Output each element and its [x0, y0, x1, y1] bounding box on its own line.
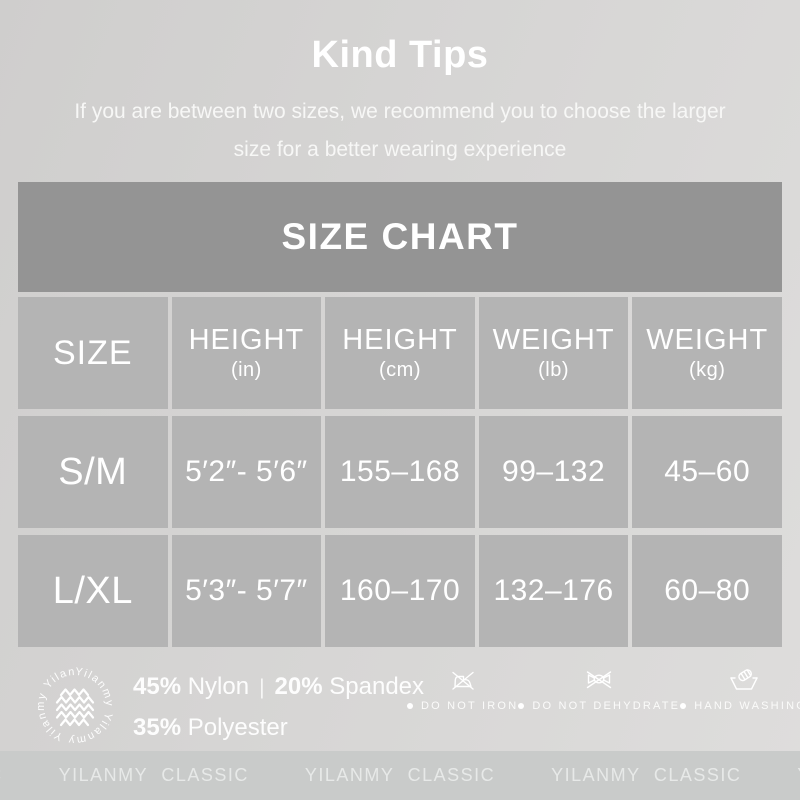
material-name: Polyester	[187, 714, 288, 741]
material-pct: 35%	[133, 714, 182, 741]
column-unit: (kg)	[688, 359, 726, 381]
care-instructions: DO NOT IRON DO NOT DEHYDRATE	[407, 666, 800, 712]
care-label-text: HAND WASHING	[694, 700, 800, 712]
row-lxl-size-cell: L/XL	[18, 535, 168, 647]
bullet-dot	[407, 703, 413, 709]
care-item-do-not-iron: DO NOT IRON	[407, 666, 518, 712]
bullet-dot	[680, 703, 687, 709]
row-lxl-height-cm-cell: 160–170	[325, 535, 475, 647]
do-not-dehydrate-icon	[584, 666, 614, 692]
column-label: HEIGHT	[188, 324, 305, 356]
bullet-dot	[518, 703, 525, 709]
brand-strip-text: YILANMY CLASSIC	[0, 765, 3, 786]
hand-washing-icon	[729, 666, 759, 692]
size-chart-banner: SIZE CHART	[18, 182, 782, 292]
material-name: Spandex	[329, 673, 425, 700]
page-title: Kind Tips	[311, 34, 489, 76]
column-label: SIZE	[53, 333, 133, 372]
care-item-do-not-dehydrate: DO NOT DEHYDRATE	[518, 666, 680, 712]
materials-line-2: 35% Polyester	[133, 713, 424, 743]
header-cell-height-in: HEIGHT (in)	[171, 297, 322, 409]
care-label: DO NOT DEHYDRATE	[518, 700, 680, 712]
care-label-text: DO NOT IRON	[421, 700, 519, 712]
header-cell-size: SIZE	[18, 297, 168, 409]
material-separator: |	[259, 676, 265, 699]
header-cell-weight-kg: WEIGHT (kg)	[632, 297, 782, 409]
row-sm-weight-kg-cell: 45–60	[632, 416, 782, 528]
row-lxl-weight-lb-cell: 132–176	[478, 535, 629, 647]
size-chart-banner-title: SIZE CHART	[281, 216, 519, 257]
brand-strip-text: YILANMY CLASSIC	[58, 765, 249, 785]
care-label: DO NOT IRON	[407, 700, 518, 712]
height-cm-value: 155–168	[339, 455, 461, 488]
row-sm-height-in-cell: 5′2″- 5′6″	[171, 416, 322, 528]
subtitle-line-1: If you are between two sizes, we recomme…	[74, 100, 726, 123]
subtitle-line-2: size for a better wearing experience	[233, 138, 567, 161]
material-name: Nylon	[187, 673, 250, 700]
care-label: HAND WASHING	[680, 700, 800, 712]
weight-kg-value: 60–80	[664, 574, 751, 607]
materials-line-1: 45% Nylon | 20% Spandex	[133, 672, 424, 703]
header-cell-height-cm: HEIGHT (cm)	[325, 297, 475, 409]
brand-logo: Yilanmy Yilanmy Yilanmy Yilanmy	[33, 664, 117, 748]
svg-text:Yilanmy Yilanmy Yilanmy Yilanm: Yilanmy Yilanmy Yilanmy Yilanmy	[33, 664, 115, 746]
weight-lb-value: 132–176	[493, 574, 614, 607]
size-chart-table: SIZE HEIGHT (in) HEIGHT (cm) WEIGHT (lb)…	[18, 297, 782, 647]
materials-info: 45% Nylon | 20% Spandex 35% Polyester	[133, 672, 424, 743]
size-value: L/XL	[52, 569, 133, 612]
column-unit: (in)	[230, 359, 262, 381]
row-sm-weight-lb-cell: 99–132	[478, 416, 629, 528]
row-sm-size-cell: S/M	[18, 416, 168, 528]
do-not-iron-icon	[450, 666, 476, 692]
row-lxl-weight-kg-cell: 60–80	[632, 535, 782, 647]
material-pct: 20%	[274, 673, 323, 700]
row-sm-height-cm-cell: 155–168	[325, 416, 475, 528]
height-cm-value: 160–170	[339, 574, 461, 607]
footer-section: Yilanmy Yilanmy Yilanmy Yilanmy 45% Nylo…	[0, 662, 800, 762]
header-cell-weight-lb: WEIGHT (lb)	[478, 297, 629, 409]
weight-lb-value: 99–132	[502, 455, 606, 488]
page-subtitle: If you are between two sizes, we recomme…	[0, 93, 800, 169]
column-label: WEIGHT	[646, 324, 769, 356]
size-value: S/M	[58, 450, 128, 493]
care-label-text: DO NOT DEHYDRATE	[532, 700, 681, 712]
column-unit: (lb)	[538, 359, 570, 381]
height-in-value: 5′2″- 5′6″	[185, 455, 308, 488]
column-label: WEIGHT	[492, 324, 615, 356]
kind-tips-section: Kind Tips If you are between two sizes, …	[0, 0, 800, 169]
row-lxl-height-in-cell: 5′3″- 5′7″	[171, 535, 322, 647]
brand-strip-text: YILANMY CLASSIC	[551, 765, 742, 785]
weight-kg-value: 45–60	[664, 455, 751, 488]
care-item-hand-washing: HAND WASHING	[680, 666, 800, 712]
logo-ring-text: Yilanmy Yilanmy Yilanmy Yilanmy	[33, 664, 114, 746]
brand-strip-text: YILANMY CLASSIC	[304, 765, 496, 785]
brand-logo-icon: Yilanmy Yilanmy Yilanmy Yilanmy	[33, 664, 115, 746]
material-pct: 45%	[133, 673, 182, 700]
column-label: HEIGHT	[342, 324, 458, 356]
brand-strip: YILANMY CLASSIC YILANMY CLASSIC YILANMY …	[0, 751, 800, 800]
column-unit: (cm)	[379, 359, 421, 381]
logo-chevron-pattern	[55, 688, 95, 727]
height-in-value: 5′3″- 5′7″	[185, 574, 308, 607]
brand-strip-text: YILANMY CLASSIC	[797, 765, 800, 786]
